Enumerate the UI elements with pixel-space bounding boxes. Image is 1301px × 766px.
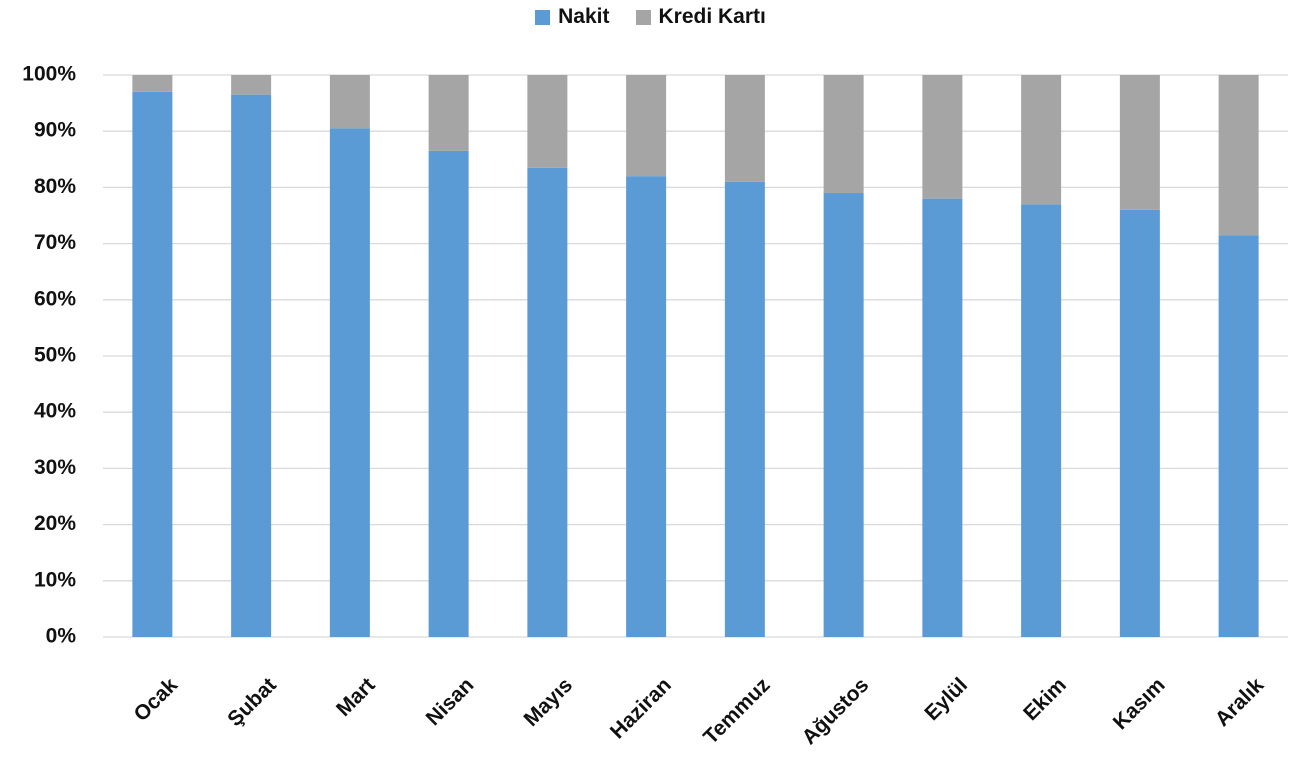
bar-segment-kredi-karti [922, 75, 963, 199]
bar-segment-nakit [132, 91, 173, 638]
y-tick-label: 40% [34, 400, 76, 423]
y-tick-label: 100% [22, 63, 76, 86]
y-axis: 0% 10% 20% 30% 40% 50% 60% 70% 80% 90% 100% [22, 63, 76, 648]
bar-segment-kredi-karti [132, 75, 173, 92]
bar-segment-nakit [428, 150, 469, 637]
bar-segment-nakit [1218, 235, 1259, 638]
x-tick-label: Ağustos [798, 673, 874, 749]
y-tick-label: 70% [34, 231, 76, 254]
x-tick-label: Mayıs [520, 673, 578, 731]
x-tick-label: Nisan [422, 673, 479, 730]
bar-segment-kredi-karti [428, 75, 469, 151]
bar-segment-nakit [823, 193, 864, 637]
legend-item-nakit: Nakit [535, 5, 610, 29]
y-tick-label: 60% [34, 287, 76, 310]
bar-segment-nakit [527, 167, 568, 638]
bar-segment-nakit [922, 198, 963, 637]
x-axis: Ocak Şubat Mart Nisan Mayıs Haziran Temmuz Ağus… [130, 673, 1269, 749]
legend-label-kredi-karti: Kredi Kartı [658, 5, 766, 28]
bar-segment-nakit [231, 94, 272, 638]
legend-swatch-kredi-karti [635, 9, 651, 25]
x-tick-label: Aralık [1211, 673, 1269, 731]
x-tick-label: Temmuz [699, 673, 774, 748]
bar-segment-kredi-karti [527, 75, 568, 168]
gridlines [103, 74, 1288, 638]
x-tick-label: Haziran [606, 673, 676, 743]
bars [132, 75, 1259, 638]
bar-segment-nakit [1119, 209, 1160, 637]
bar-segment-kredi-karti [231, 75, 272, 95]
bar-segment-nakit [626, 176, 667, 637]
x-tick-label: Ocak [130, 673, 183, 726]
x-tick-label: Eylül [920, 673, 972, 725]
y-tick-label: 50% [34, 344, 76, 367]
x-tick-label: Kasım [1109, 673, 1170, 734]
y-tick-label: 20% [34, 512, 76, 535]
y-tick-label: 10% [34, 568, 76, 591]
bar-segment-kredi-karti [1218, 75, 1259, 236]
y-tick-label: 80% [34, 175, 76, 198]
legend-label-nakit: Nakit [558, 5, 610, 28]
x-tick-label: Mart [332, 673, 380, 721]
x-tick-label: Şubat [223, 673, 281, 731]
bar-segment-nakit [329, 128, 370, 637]
legend-item-kredi-karti: Kredi Kartı [635, 5, 766, 29]
bar-segment-kredi-karti [823, 75, 864, 194]
x-tick-label: Ekim [1019, 673, 1071, 725]
bar-segment-nakit [1021, 204, 1062, 637]
y-tick-label: 90% [34, 119, 76, 142]
bar-segment-kredi-karti [724, 75, 765, 182]
y-tick-label: 30% [34, 456, 76, 479]
bar-segment-nakit [724, 181, 765, 637]
bar-segment-kredi-karti [1119, 75, 1160, 210]
legend: Nakit Kredi Kartı [0, 2, 1301, 32]
bar-segment-kredi-karti [626, 75, 667, 177]
y-tick-label: 0% [46, 625, 77, 648]
bar-segment-kredi-karti [1021, 75, 1062, 205]
bar-segment-kredi-karti [329, 75, 370, 129]
legend-swatch-nakit [535, 9, 551, 25]
